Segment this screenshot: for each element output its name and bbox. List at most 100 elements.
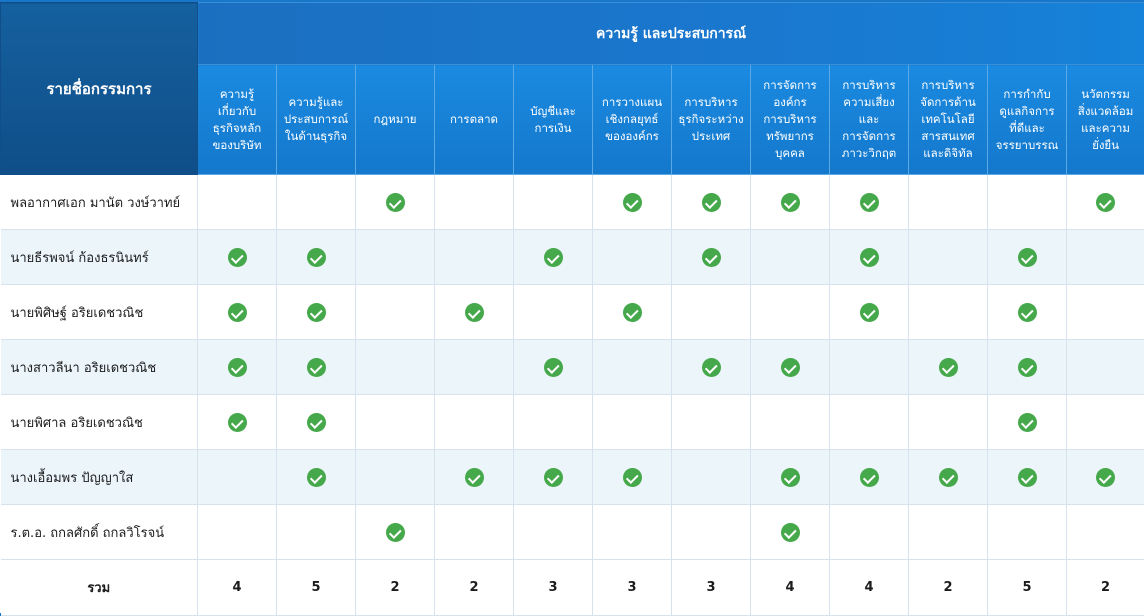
- skill-cell: [197, 449, 277, 505]
- skill-column-header: นวัตกรรม สิ่งแวดล้อม และความ ยั่งยืน: [1065, 64, 1144, 175]
- skill-cell: [355, 449, 435, 505]
- skill-cell: [671, 339, 751, 395]
- check-circle-icon: [1017, 303, 1037, 322]
- check-circle-icon: [543, 248, 563, 267]
- skill-cell: [434, 229, 514, 285]
- skill-cell: [197, 174, 277, 230]
- skill-cell: [513, 394, 593, 450]
- skill-cell: [908, 284, 988, 340]
- check-circle-icon: [859, 248, 879, 267]
- check-circle-icon: [227, 303, 247, 322]
- skill-cell: [671, 394, 751, 450]
- skill-cell: [592, 449, 672, 505]
- skill-cell: [434, 174, 514, 230]
- skill-column-header: บัญชีและ การเงิน: [513, 64, 593, 175]
- skill-cell: [987, 284, 1067, 340]
- director-name: นางสาวลีนา อริยเดชวณิช: [0, 339, 198, 395]
- check-circle-icon: [701, 358, 721, 377]
- director-name: นายพิศิษฐ์ อริยเดชวณิช: [0, 284, 198, 340]
- skill-column-header: การจัดการ องค์กร การบริหาร ทรัพยากร บุคคล: [750, 64, 830, 175]
- skill-cell: [276, 339, 356, 395]
- skill-cell: [829, 394, 909, 450]
- skill-cell: [829, 449, 909, 505]
- skill-column-header: การตลาด: [434, 64, 514, 175]
- skill-cell: [592, 394, 672, 450]
- director-row: นายธีรพจน์ ก้องธรนินทร์: [0, 229, 1144, 285]
- check-circle-icon: [622, 193, 642, 212]
- skill-column-header: การบริหาร จัดการด้าน เทคโนโลยี สารสนเทศ และด…: [908, 64, 988, 175]
- skill-cell: [355, 174, 435, 230]
- check-circle-icon: [780, 193, 800, 212]
- skill-cell: [197, 394, 277, 450]
- skill-cell: [750, 394, 830, 450]
- check-circle-icon: [701, 193, 721, 212]
- skill-cell: [908, 339, 988, 395]
- skill-cell: [671, 229, 751, 285]
- check-circle-icon: [306, 468, 326, 487]
- check-circle-icon: [859, 468, 879, 487]
- totals-label: รวม: [0, 559, 198, 616]
- knowledge-experience-group-header: ความรู้ และประสบการณ์: [196, 2, 1144, 65]
- check-circle-icon: [938, 358, 958, 377]
- check-circle-icon: [859, 303, 879, 322]
- skill-cell: [750, 339, 830, 395]
- skill-cell: [829, 504, 909, 560]
- skill-cell: [1065, 229, 1144, 285]
- skill-cell: [592, 504, 672, 560]
- skill-cell: [908, 504, 988, 560]
- skill-cell: [513, 449, 593, 505]
- director-name: พลอากาศเอก มานัต วงษ์วาทย์: [0, 174, 198, 230]
- director-name: นางเอื้อมพร ปัญญาใส: [0, 449, 198, 505]
- check-circle-icon: [1017, 358, 1037, 377]
- skill-cell: [513, 339, 593, 395]
- skill-cell: [908, 394, 988, 450]
- check-circle-icon: [543, 358, 563, 377]
- check-circle-icon: [227, 413, 247, 432]
- director-name: ร.ต.อ. ถกลศักดิ์ ถกลวิโรจน์: [0, 504, 198, 560]
- skill-cell: [750, 229, 830, 285]
- skill-cell: [987, 394, 1067, 450]
- skill-cell: [987, 174, 1067, 230]
- totals-row: รวม 4 5 2 2 3 3 3 4 4 2 5 2: [0, 559, 1144, 616]
- check-circle-icon: [780, 523, 800, 542]
- check-circle-icon: [385, 193, 405, 212]
- skill-cell: [276, 284, 356, 340]
- skill-cell: [592, 229, 672, 285]
- director-row: นายพิศิษฐ์ อริยเดชวณิช: [0, 284, 1144, 340]
- skill-cell: [276, 174, 356, 230]
- skill-cell: [434, 394, 514, 450]
- skill-cell: [355, 394, 435, 450]
- skill-cell: [987, 449, 1067, 505]
- skill-cell: [355, 339, 435, 395]
- check-circle-icon: [306, 413, 326, 432]
- check-circle-icon: [1096, 193, 1116, 212]
- total-value: 5: [987, 559, 1067, 616]
- check-circle-icon: [306, 248, 326, 267]
- total-value: 2: [355, 559, 435, 616]
- directors-column-header: รายชื่อกรรมการ: [0, 2, 198, 175]
- skill-cell: [829, 229, 909, 285]
- director-name: นายธีรพจน์ ก้องธรนินทร์: [0, 229, 198, 285]
- skill-cell: [513, 284, 593, 340]
- check-circle-icon: [1017, 413, 1037, 432]
- check-circle-icon: [1017, 468, 1037, 487]
- check-circle-icon: [543, 468, 563, 487]
- check-circle-icon: [780, 468, 800, 487]
- total-value: 5: [276, 559, 356, 616]
- check-circle-icon: [1017, 248, 1037, 267]
- skill-cell: [750, 174, 830, 230]
- skill-column-header: ความรู้ เกี่ยวกับ ธุรกิจหลัก ของบริษัท: [197, 64, 277, 175]
- skill-cell: [987, 339, 1067, 395]
- skill-cell: [197, 339, 277, 395]
- skill-cell: [1065, 174, 1144, 230]
- total-value: 4: [750, 559, 830, 616]
- director-row: นางเอื้อมพร ปัญญาใส: [0, 449, 1144, 505]
- skill-cell: [1065, 339, 1144, 395]
- skill-cell: [750, 504, 830, 560]
- skill-cell: [829, 174, 909, 230]
- check-circle-icon: [227, 248, 247, 267]
- check-circle-icon: [859, 193, 879, 212]
- skill-cell: [1065, 394, 1144, 450]
